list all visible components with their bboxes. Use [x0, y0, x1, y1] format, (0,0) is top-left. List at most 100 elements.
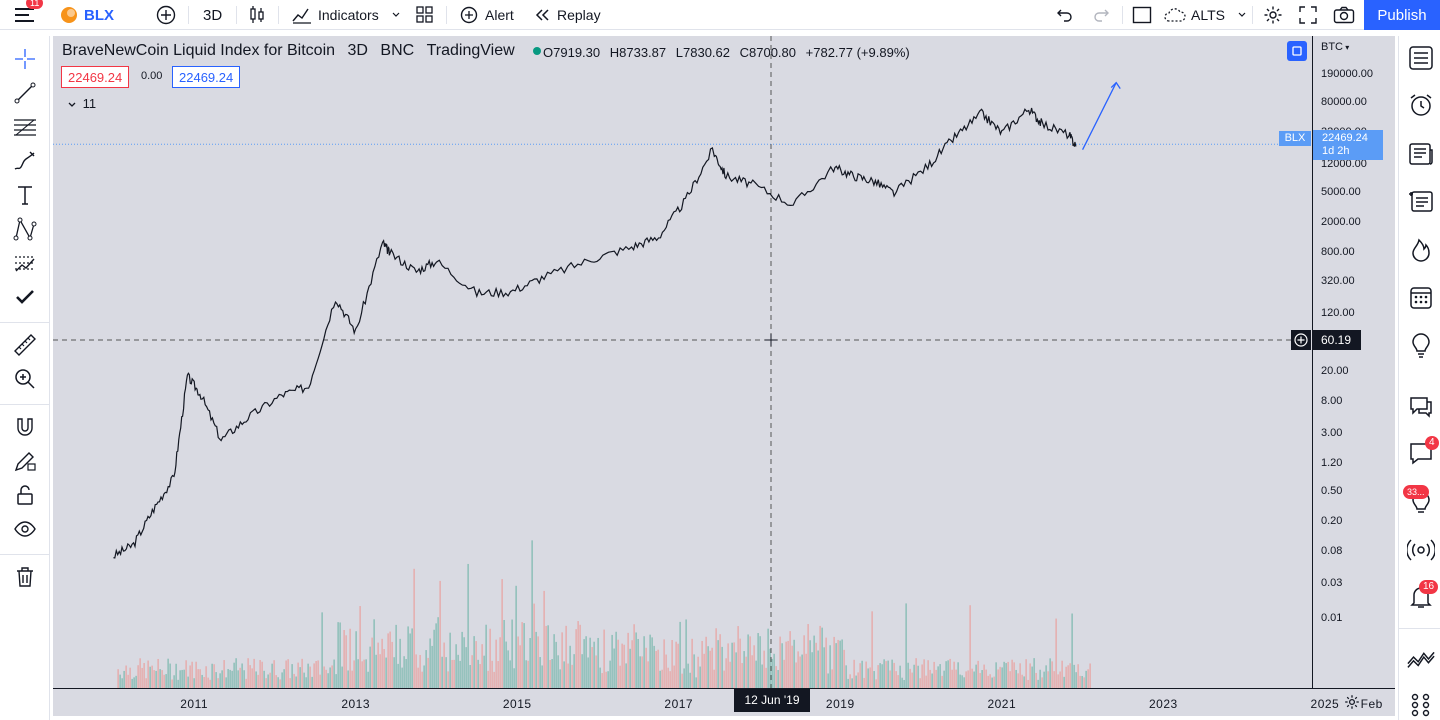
volume-bar: [877, 665, 879, 688]
volume-bar: [719, 634, 721, 688]
time-scale[interactable]: 2011 2013 2015 2017 2019 2021 2023 2025 Feb: [53, 688, 1395, 716]
object-tree-button[interactable]: [1407, 187, 1435, 215]
volume-bar: [741, 663, 743, 688]
indicators-toggle[interactable]: 11: [67, 96, 96, 111]
replay-button[interactable]: Replay: [535, 0, 601, 30]
snapshot-button[interactable]: [1333, 0, 1355, 30]
lock-drawings-tool[interactable]: [12, 482, 38, 508]
volume-bar: [505, 641, 507, 688]
volume-bar: [429, 638, 431, 688]
volume-bar: [559, 669, 561, 688]
redo-button[interactable]: [1092, 0, 1110, 30]
volume-bar: [199, 669, 201, 688]
volume-bar: [605, 671, 607, 688]
trend-line-tool[interactable]: [12, 80, 38, 106]
indicators-button[interactable]: Indicators: [292, 0, 401, 30]
volume-bar: [277, 677, 279, 688]
buy-price-box[interactable]: 22469.24: [172, 66, 241, 88]
volume-bar: [125, 665, 127, 688]
volume-bar: [395, 624, 397, 688]
hotlists-button[interactable]: [1407, 236, 1435, 264]
volume-bar: [645, 647, 647, 688]
trading-panel-button[interactable]: [1407, 644, 1435, 672]
undo-button[interactable]: [1056, 0, 1074, 30]
chats-button[interactable]: [1407, 392, 1435, 420]
dom-button[interactable]: [1407, 690, 1435, 718]
volume-bar: [727, 643, 729, 688]
favorites-tool[interactable]: [12, 284, 38, 310]
crosshair-tool[interactable]: [12, 46, 38, 72]
live-button[interactable]: [1407, 536, 1435, 564]
remove-drawings-tool[interactable]: [12, 564, 38, 590]
stay-in-drawing-tool[interactable]: [12, 448, 38, 474]
layout-menu-button[interactable]: ALTS: [1163, 0, 1247, 30]
zoom-tool[interactable]: [12, 366, 38, 392]
symbol-search-button[interactable]: BLX: [60, 0, 114, 30]
open-key: O: [543, 45, 554, 60]
add-alert-button[interactable]: [1291, 330, 1311, 350]
publish-button[interactable]: Publish: [1364, 0, 1440, 30]
rewind-icon: [535, 9, 549, 21]
chart-type-button[interactable]: [248, 0, 266, 30]
volume-bar: [1029, 663, 1031, 688]
volume-bar: [947, 660, 949, 688]
volume-bar: [995, 662, 997, 688]
volume-bar: [389, 631, 391, 688]
volume-bar: [455, 644, 457, 688]
volume-bar: [827, 673, 829, 688]
sync-button[interactable]: [1287, 41, 1307, 61]
volume-bar: [399, 638, 401, 688]
alert-button[interactable]: Alert: [459, 0, 514, 30]
measure-tool[interactable]: [12, 332, 38, 358]
change-value: +782.77 (+9.89%): [805, 45, 910, 60]
volume-bar: [315, 660, 317, 688]
layouts-button[interactable]: [416, 0, 434, 30]
chart-area[interactable]: BraveNewCoin Liquid Index for Bitcoin 3D…: [53, 36, 1395, 716]
volume-bar: [501, 579, 503, 688]
volume-bar: [957, 662, 959, 688]
high-key: H: [609, 45, 620, 60]
volume-bar: [869, 667, 871, 688]
text-tool[interactable]: [12, 182, 38, 208]
calendar-button[interactable]: [1407, 283, 1435, 311]
volume-bar: [639, 656, 641, 688]
currency-selector[interactable]: BTC ▾: [1321, 41, 1349, 53]
volume-bar: [1055, 618, 1057, 688]
fullscreen-button[interactable]: [1299, 0, 1317, 30]
news-button[interactable]: [1407, 140, 1435, 168]
volume-bar: [771, 658, 773, 688]
calendar-icon: [1410, 287, 1432, 309]
single-layout-button[interactable]: [1132, 0, 1152, 30]
alerts-panel-button[interactable]: [1407, 91, 1435, 119]
chat-icon: [1410, 397, 1432, 418]
menu-button[interactable]: [14, 0, 36, 30]
ideas-button[interactable]: [1407, 332, 1435, 360]
scale-settings-button[interactable]: [1344, 694, 1360, 715]
settings-button[interactable]: [1263, 0, 1283, 30]
hide-drawings-tool[interactable]: [12, 516, 38, 542]
volume-bar: [1039, 669, 1041, 688]
price-chart[interactable]: [53, 36, 1395, 716]
interval-button[interactable]: 3D: [203, 6, 223, 24]
volume-bar: [1053, 671, 1055, 688]
volume-bar: [157, 658, 159, 688]
watchlist-button[interactable]: [1407, 44, 1435, 72]
pattern-tool[interactable]: [12, 216, 38, 242]
bar-countdown: 1d 2h: [1322, 145, 1350, 157]
legend-title[interactable]: BraveNewCoin Liquid Index for Bitcoin: [62, 42, 336, 59]
volume-bar: [643, 636, 645, 688]
volume-bar: [839, 640, 841, 688]
compare-button[interactable]: [156, 0, 176, 30]
fib-tool[interactable]: [12, 114, 38, 140]
trend-line-icon: [14, 82, 36, 104]
volume-bar: [1033, 658, 1035, 688]
volume-bar: [309, 666, 311, 688]
volume-bar: [1011, 659, 1013, 688]
magnet-tool[interactable]: [12, 414, 38, 440]
volume-bar: [887, 660, 889, 688]
volume-bar: [147, 660, 149, 688]
prediction-tool[interactable]: [12, 250, 38, 276]
sell-price-box[interactable]: 22469.24: [61, 66, 130, 88]
volume-bar: [971, 668, 973, 688]
brush-tool[interactable]: [12, 148, 38, 174]
